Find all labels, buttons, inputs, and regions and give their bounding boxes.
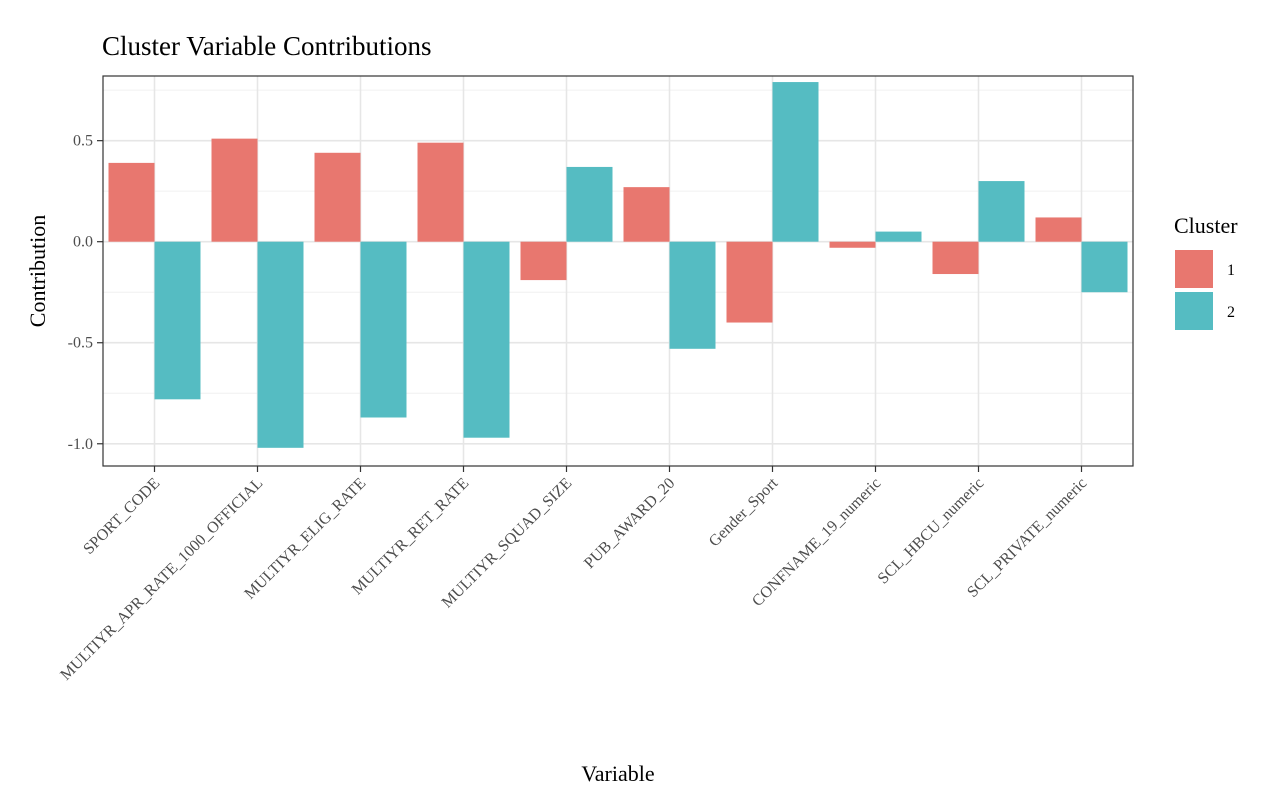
bar-cluster-2 (463, 241, 510, 438)
bar-cluster-2 (978, 181, 1025, 242)
bar-cluster-1 (932, 241, 979, 275)
x-tick-label: SCL_HBCU_numeric (875, 475, 988, 588)
bar-cluster-2 (566, 166, 613, 242)
bar-cluster-2 (669, 241, 716, 349)
y-axis-title: Contribution (25, 215, 50, 327)
x-axis-title: Variable (581, 761, 654, 786)
bar-cluster-1 (417, 142, 464, 242)
bar-cluster-1 (726, 241, 773, 323)
x-tick-label: PUB_AWARD_20 (581, 475, 678, 572)
bars (108, 82, 1128, 448)
y-tick-label: 0.0 (73, 234, 93, 251)
bar-cluster-1 (108, 162, 155, 242)
y-axis: -1.0 -0.5 0.0 0.5 (68, 133, 103, 453)
legend-swatch (1175, 292, 1213, 330)
x-tick-label: MULTIYR_APR_RATE_1000_OFFICIAL (57, 475, 266, 684)
bar-cluster-2 (257, 241, 304, 448)
bar-cluster-1 (1035, 217, 1082, 242)
y-tick-label: 0.5 (73, 133, 93, 150)
x-axis: SPORT_CODEMULTIYR_APR_RATE_1000_OFFICIAL… (57, 466, 1090, 684)
bar-cluster-1 (520, 241, 567, 281)
bar-cluster-2 (772, 82, 819, 242)
bar-cluster-1 (211, 138, 258, 242)
chart-title: Cluster Variable Contributions (102, 31, 431, 61)
legend-title: Cluster (1174, 213, 1238, 238)
y-tick-label: -0.5 (68, 335, 93, 352)
bar-cluster-2 (154, 241, 201, 400)
x-tick-label: SCL_PRIVATE_numeric (964, 475, 1090, 601)
plot-border (102, 75, 1134, 467)
x-tick-label: MULTIYR_ELIG_RATE (241, 475, 369, 603)
legend-label: 2 (1227, 304, 1235, 321)
bar-cluster-2 (1081, 241, 1128, 293)
legend-swatch (1175, 250, 1213, 288)
bar-cluster-2 (360, 241, 407, 418)
y-tick-label: -1.0 (68, 436, 93, 453)
legend-label: 1 (1227, 262, 1235, 279)
x-tick-label: SPORT_CODE (80, 475, 163, 558)
bar-cluster-1 (314, 152, 361, 242)
x-tick-label: Gender_Sport (706, 474, 782, 550)
bar-cluster-2 (875, 231, 922, 242)
x-tick-label: MULTIYR_RET_RATE (349, 475, 472, 598)
legend: Cluster 1 2 (1174, 213, 1238, 330)
bar-cluster-1 (623, 187, 670, 242)
bar-cluster-1 (829, 241, 876, 248)
